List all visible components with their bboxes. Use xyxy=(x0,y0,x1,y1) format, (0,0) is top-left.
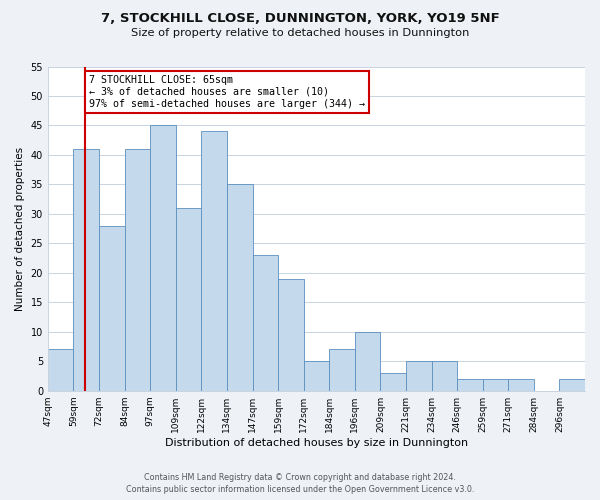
Bar xyxy=(176,208,202,390)
Bar xyxy=(380,373,406,390)
Bar xyxy=(482,379,508,390)
Bar xyxy=(253,255,278,390)
Bar xyxy=(431,361,457,390)
Bar xyxy=(202,132,227,390)
Bar xyxy=(48,350,73,391)
Bar xyxy=(559,379,585,390)
Bar xyxy=(278,278,304,390)
X-axis label: Distribution of detached houses by size in Dunnington: Distribution of detached houses by size … xyxy=(165,438,468,448)
Bar xyxy=(406,361,431,390)
Text: Contains HM Land Registry data © Crown copyright and database right 2024.
Contai: Contains HM Land Registry data © Crown c… xyxy=(126,472,474,494)
Text: 7, STOCKHILL CLOSE, DUNNINGTON, YORK, YO19 5NF: 7, STOCKHILL CLOSE, DUNNINGTON, YORK, YO… xyxy=(101,12,499,26)
Bar xyxy=(457,379,482,390)
Bar xyxy=(125,149,150,390)
Bar xyxy=(73,149,99,390)
Text: Size of property relative to detached houses in Dunnington: Size of property relative to detached ho… xyxy=(131,28,469,38)
Bar xyxy=(508,379,534,390)
Bar xyxy=(150,126,176,390)
Y-axis label: Number of detached properties: Number of detached properties xyxy=(15,146,25,310)
Bar xyxy=(304,361,329,390)
Bar xyxy=(355,332,380,390)
Text: 7 STOCKHILL CLOSE: 65sqm
← 3% of detached houses are smaller (10)
97% of semi-de: 7 STOCKHILL CLOSE: 65sqm ← 3% of detache… xyxy=(89,76,365,108)
Bar xyxy=(329,350,355,391)
Bar xyxy=(227,184,253,390)
Bar xyxy=(99,226,125,390)
